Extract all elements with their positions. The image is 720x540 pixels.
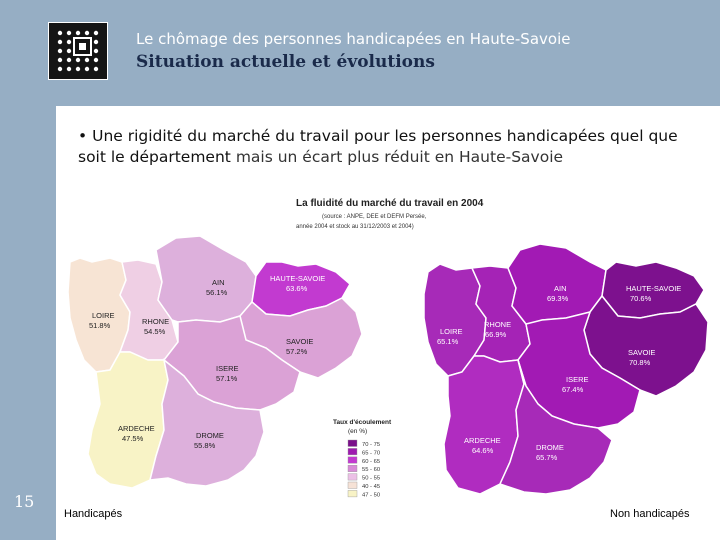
value-right-rhone: 66.9% xyxy=(485,330,507,339)
label-right-rhone: RHONE xyxy=(484,320,511,329)
bullet-text-part1: Une rigidité du marché du travail pour l… xyxy=(78,127,678,166)
value-right-ain: 69.3% xyxy=(547,294,569,303)
region-left-ain xyxy=(155,235,257,323)
legend-label: 50 - 55 xyxy=(362,476,380,482)
figure-title: La fluidité du marché du travail en 2004 xyxy=(296,198,484,209)
legend-label: 47 - 50 xyxy=(362,492,380,498)
map-non-handicapes: AIN 69.3% HAUTE-SAVOIE 70.6% LOIRE 65.1%… xyxy=(423,243,709,495)
figure-source-line1: (source : ANPE, DEE et DEFM Persée, xyxy=(322,214,427,220)
figure-source-line2: année 2004 et stock au 31/12/2003 et 200… xyxy=(296,224,414,230)
value-left-drome: 55.8% xyxy=(194,441,216,450)
value-left-rhone: 54.5% xyxy=(144,327,166,336)
label-left-ardeche: ARDECHE xyxy=(118,424,155,433)
bullet-text: • Une rigidité du marché du travail pour… xyxy=(78,126,708,168)
logo-icon xyxy=(48,22,108,80)
bullet-text-part2: mais un écart plus réduit en Haute-Savoi… xyxy=(235,148,564,166)
label-left-savoie: SAVOIE xyxy=(286,337,313,346)
legend-swatch xyxy=(347,481,358,489)
caption-non-handicapes: Non handicapés xyxy=(610,508,690,520)
legend: Taux d'écoulement (en %) 70 - 75 65 - 70 6… xyxy=(333,419,392,498)
label-right-savoie: SAVOIE xyxy=(628,348,655,357)
label-right-isere: ISERE xyxy=(566,375,589,384)
label-right-haute-savoie: HAUTE-SAVOIE xyxy=(626,284,681,293)
label-right-ain: AIN xyxy=(554,284,567,293)
value-right-haute-savoie: 70.6% xyxy=(630,294,652,303)
value-right-savoie: 70.8% xyxy=(629,358,651,367)
legend-unit: (en %) xyxy=(348,428,367,435)
legend-swatch xyxy=(347,465,358,472)
value-right-loire: 65.1% xyxy=(437,337,459,346)
legend-swatch xyxy=(347,490,358,498)
legend-swatch xyxy=(347,473,358,481)
legend-label: 55 - 60 xyxy=(362,467,380,473)
legend-label: 70 - 75 xyxy=(362,442,380,448)
page-title: Le chômage des personnes handicapées en … xyxy=(136,30,571,48)
label-left-isere: ISERE xyxy=(216,364,239,373)
label-right-ardeche: ARDECHE xyxy=(464,436,501,445)
value-left-loire: 51.8% xyxy=(89,321,111,330)
legend-swatch xyxy=(347,439,358,447)
value-left-savoie: 57.2% xyxy=(286,347,308,356)
value-left-haute-savoie: 63.6% xyxy=(286,284,308,293)
legend-title: Taux d'écoulement xyxy=(333,419,392,426)
page-subtitle: Situation actuelle et évolutions xyxy=(136,52,435,72)
bullet-marker: • xyxy=(78,127,88,145)
value-right-drome: 65.7% xyxy=(536,453,558,462)
legend-label: 60 - 65 xyxy=(362,459,380,465)
label-right-drome: DROME xyxy=(536,443,564,452)
slide-number: 15 xyxy=(14,492,35,511)
value-right-isere: 67.4% xyxy=(562,385,584,394)
value-left-isere: 57.1% xyxy=(216,374,238,383)
label-right-loire: LOIRE xyxy=(440,327,463,336)
value-left-ain: 56.1% xyxy=(206,288,228,297)
caption-handicapes: Handicapés xyxy=(64,508,123,520)
region-left-drome xyxy=(149,358,265,487)
value-left-ardeche: 47.5% xyxy=(122,434,144,443)
legend-swatch xyxy=(347,448,358,456)
label-left-haute-savoie: HAUTE-SAVOIE xyxy=(270,274,325,283)
legend-label: 40 - 45 xyxy=(362,484,380,490)
label-left-drome: DROME xyxy=(196,431,224,440)
value-right-ardeche: 64.6% xyxy=(472,446,494,455)
label-left-rhone: RHONE xyxy=(142,317,169,326)
legend-swatch xyxy=(347,456,358,464)
label-left-loire: LOIRE xyxy=(92,311,115,320)
legend-label: 65 - 70 xyxy=(362,450,380,456)
map-handicapes: AIN 56.1% HAUTE-SAVOIE 63.6% LOIRE 51.8%… xyxy=(67,235,363,489)
region-right-drome xyxy=(498,359,613,495)
label-left-ain: AIN xyxy=(212,278,225,287)
